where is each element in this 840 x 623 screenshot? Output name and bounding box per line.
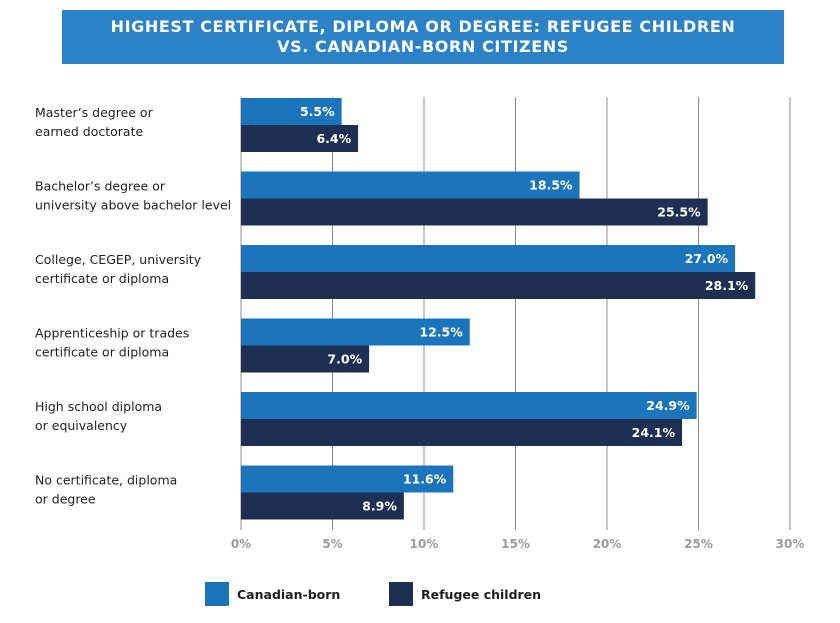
category-label: Bachelor’s degree or (35, 179, 166, 194)
data-label: 7.0% (327, 352, 362, 367)
data-label: 18.5% (529, 178, 573, 193)
category-label: earned doctorate (35, 124, 143, 139)
x-tick-label: 5% (322, 537, 342, 551)
category-label: High school diploma (35, 399, 162, 414)
bar (241, 492, 404, 520)
data-label: 24.9% (646, 398, 690, 413)
x-tick-label: 25% (684, 537, 713, 551)
x-tick-label: 0% (231, 537, 251, 551)
category-label: university above bachelor level (35, 198, 231, 213)
bar (241, 318, 470, 346)
data-label: 11.6% (403, 472, 447, 487)
category-label: No certificate, diploma (35, 473, 177, 488)
data-label: 6.4% (316, 131, 351, 146)
category-label: certificate or diploma (35, 271, 169, 286)
chart-title-line-1: HIGHEST CERTIFICATE, DIPLOMA OR DEGREE: … (110, 17, 736, 36)
data-label: 27.0% (685, 251, 729, 266)
x-tick-label: 30% (776, 537, 805, 551)
bar (241, 272, 756, 299)
x-tick-label: 20% (593, 537, 622, 551)
data-label: 12.5% (419, 325, 463, 340)
bar (241, 198, 708, 226)
category-label: Apprenticeship or trades (35, 326, 189, 341)
bar (241, 125, 359, 152)
category-label: or equivalency (35, 418, 128, 433)
legend-label: Refugee children (421, 587, 541, 602)
legend-swatch (389, 582, 413, 606)
bar (241, 419, 683, 446)
bar (241, 465, 454, 493)
category-label: or degree (35, 492, 96, 507)
category-label: College, CEGEP, university (35, 252, 202, 267)
data-label: 25.5% (657, 205, 701, 220)
bar (241, 245, 736, 272)
legend-swatch (205, 582, 229, 606)
category-label: Master’s degree or (35, 105, 154, 120)
bar (241, 345, 370, 373)
data-label: 24.1% (632, 425, 676, 440)
bar (241, 98, 342, 125)
data-label: 5.5% (300, 104, 335, 119)
chart-title-line-2: VS. CANADIAN-BORN CITIZENS (277, 37, 569, 56)
bar (241, 392, 697, 419)
data-label: 28.1% (705, 278, 749, 293)
category-label: certificate or diploma (35, 345, 169, 360)
x-tick-label: 15% (501, 537, 530, 551)
legend-label: Canadian-born (237, 587, 340, 602)
x-tick-label: 10% (410, 537, 439, 551)
chart-title-banner: HIGHEST CERTIFICATE, DIPLOMA OR DEGREE: … (62, 10, 784, 64)
data-label: 8.9% (362, 499, 397, 514)
bar (241, 171, 580, 199)
